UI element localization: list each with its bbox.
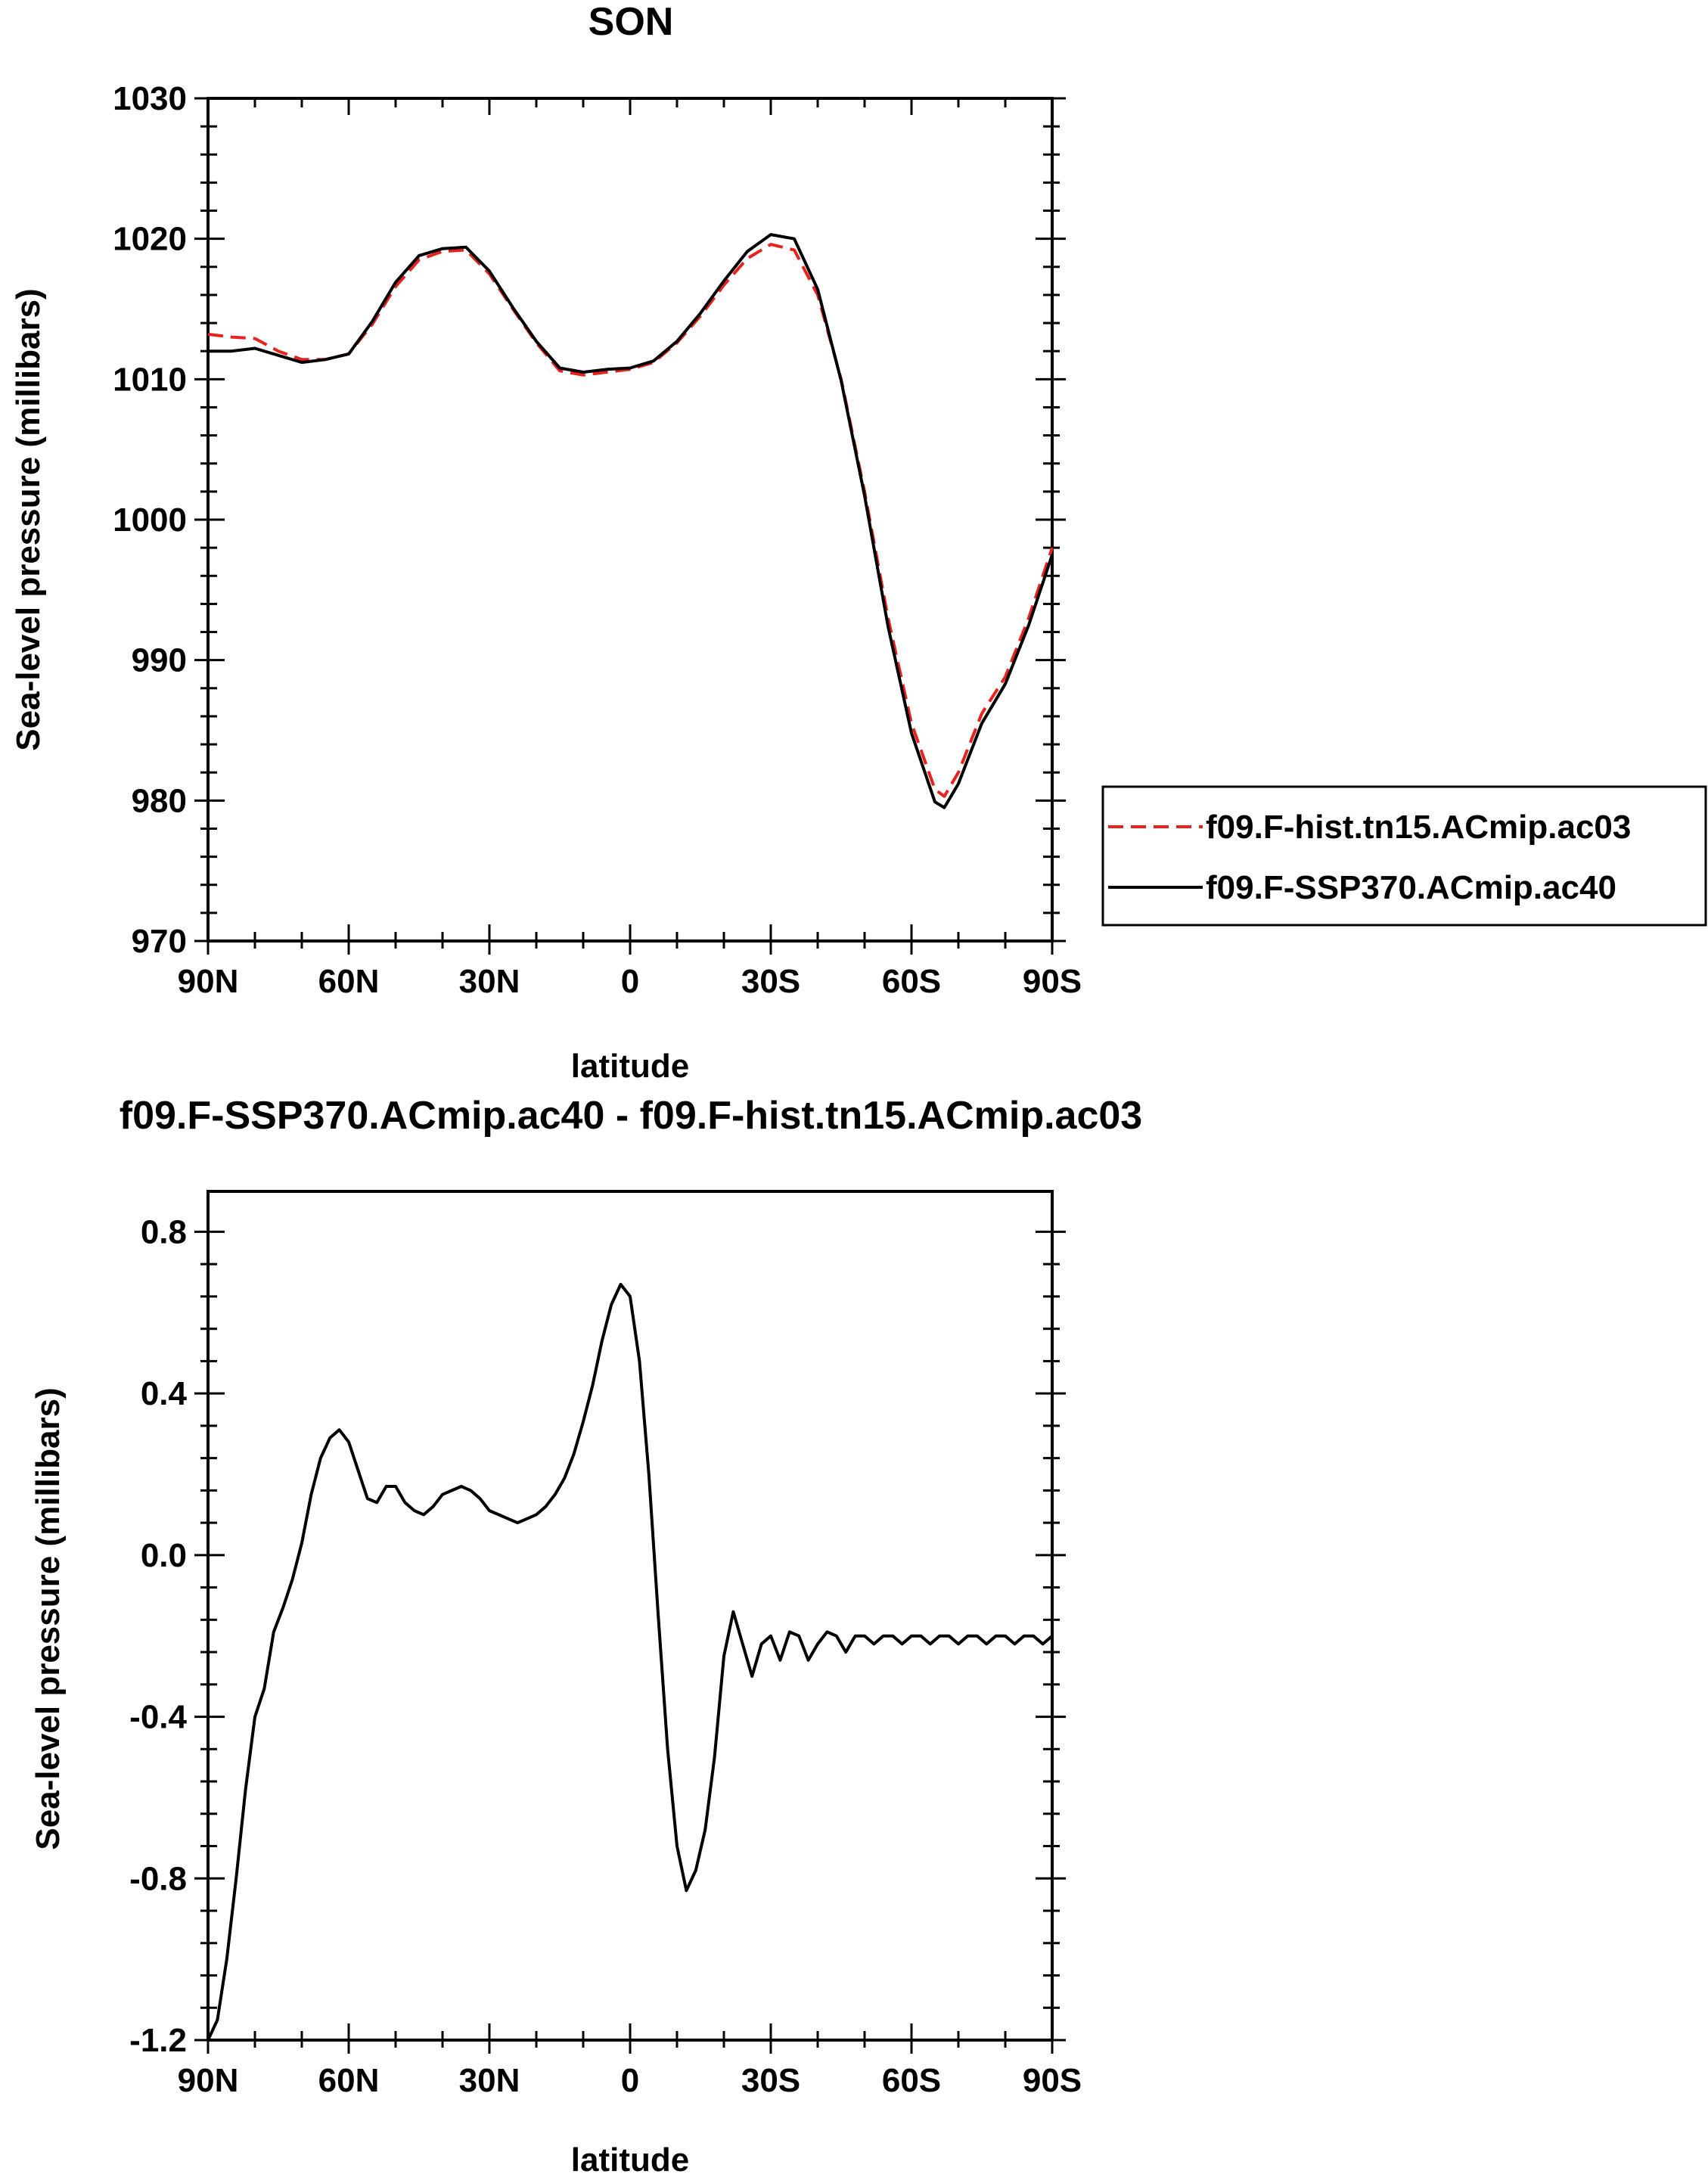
legend-label-ssp370: f09.F-SSP370.ACmip.ac40 — [1206, 869, 1616, 906]
bottom-y-tick-label: 0.4 — [141, 1375, 188, 1412]
bottom-y-tick-label: -0.4 — [129, 1699, 187, 1736]
top-y-tick-label: 980 — [132, 782, 187, 819]
top-x-tick-label: 60N — [318, 963, 380, 1000]
top-x-tick-label: 0 — [621, 963, 639, 1000]
bottom-chart-panel: f09.F-SSP370.ACmip.ac40 - f09.F-hist.tn1… — [30, 1094, 1142, 2177]
top-x-axis-label: latitude — [571, 1048, 689, 1085]
bottom-plot-frame — [207, 1190, 1054, 2042]
top-x-tick-label: 90S — [1023, 963, 1082, 1000]
bottom-y-tick-label: -1.2 — [129, 2022, 187, 2059]
top-y-tick-label: 1020 — [113, 221, 187, 258]
legend-label-hist: f09.F-hist.tn15.ACmip.ac03 — [1206, 809, 1631, 846]
bottom-x-tick-label: 60N — [318, 2062, 380, 2099]
top-series-group — [207, 233, 1054, 809]
bottom-x-tick-label: 30S — [741, 2062, 800, 2099]
top-x-tick-label: 30N — [459, 963, 520, 1000]
bottom-y-tick-label: -0.8 — [129, 1860, 187, 1897]
bottom-x-axis-label: latitude — [571, 2141, 689, 2177]
top-series-line-1 — [208, 233, 1054, 809]
bottom-x-tick-label: 90N — [178, 2062, 239, 2099]
bottom-y-tick-label: 0.0 — [141, 1537, 187, 1574]
top-axis-ticks: 90N 60N 30N 0 30S 60S 90S 970 980 990 1000 1010 1020… — [113, 80, 1082, 1000]
top-chart-panel: SON 90N 60N 30N 0 30S 60S 90S 970 980 990 1000 1010… — [10, 0, 1082, 1085]
top-y-tick-label: 1010 — [113, 361, 187, 398]
bottom-x-tick-label: 90S — [1023, 2062, 1082, 2099]
top-y-tick-label: 1030 — [113, 80, 187, 117]
bottom-chart-title: f09.F-SSP370.ACmip.ac40 - f09.F-hist.tn1… — [120, 1094, 1142, 1138]
legend: f09.F-hist.tn15.ACmip.ac03 f09.F-SSP370.… — [1101, 785, 1707, 927]
top-y-axis-label: Sea-level pressure (millibars) — [10, 288, 47, 750]
bottom-axis-ticks: 90N 60N 30N 0 30S 60S 90S -1.2 -0.8 -0.4 0.0 0.4 0.8 — [129, 1213, 1082, 2099]
top-plot-frame — [207, 97, 1054, 943]
bottom-y-tick-label: 0.8 — [141, 1213, 187, 1250]
bottom-x-tick-label: 0 — [621, 2062, 639, 2099]
top-x-tick-label: 90N — [178, 963, 239, 1000]
bottom-y-axis-label: Sea-level pressure (millibars) — [30, 1387, 67, 1849]
bottom-x-tick-label: 60S — [882, 2062, 941, 2099]
top-y-tick-label: 990 — [132, 642, 187, 679]
top-x-tick-label: 30S — [741, 963, 800, 1000]
top-x-tick-label: 60S — [882, 963, 941, 1000]
top-series-line-0 — [207, 243, 1054, 798]
bottom-series-group — [207, 1282, 1054, 2041]
top-y-tick-label: 1000 — [113, 502, 187, 539]
top-chart-title: SON — [588, 0, 674, 44]
bottom-x-tick-label: 30N — [459, 2062, 520, 2099]
legend-box — [1101, 785, 1707, 927]
top-y-tick-label: 970 — [132, 923, 187, 960]
bottom-series-line-0 — [207, 1282, 1054, 2041]
